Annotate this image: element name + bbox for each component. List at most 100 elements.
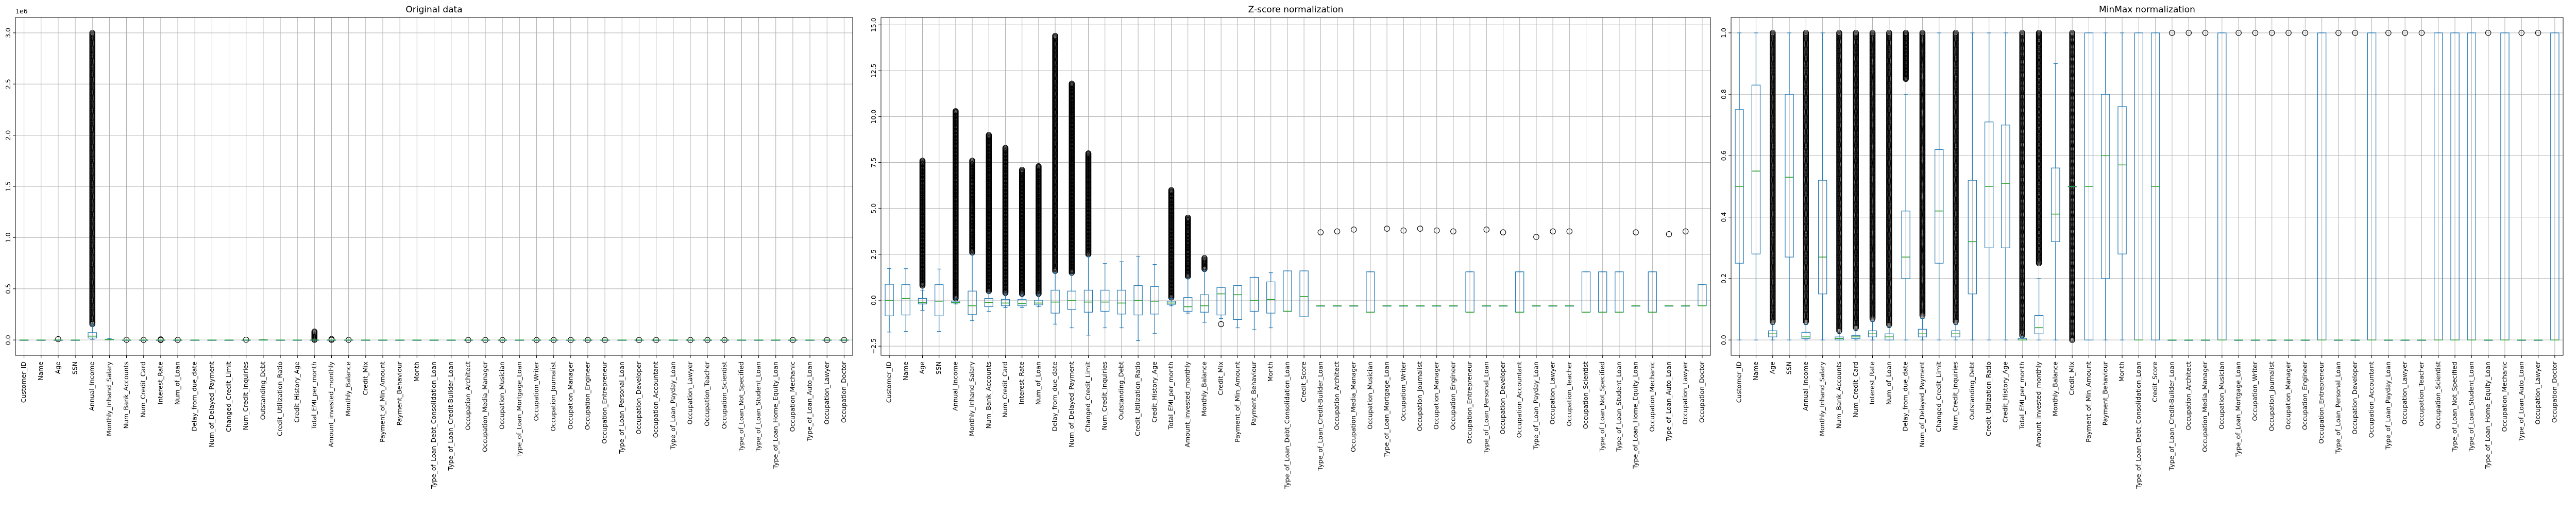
y-tick-label: 10.0 [870,110,877,124]
box-32 [1399,227,1408,307]
box-13 [1083,150,1093,336]
box-19 [327,336,336,343]
y-tick-label: 2.5 [870,249,877,260]
flier-point [1450,228,1456,235]
x-tick-label: Monthly_Inhand_Salary [968,361,976,436]
box-42 [720,337,730,343]
x-tick-label: Occupation_Accountant [1515,362,1523,438]
x-tick-label: Num_Credit_Inquiries [242,362,249,430]
x-tick-label: Occupation_Mechanic [2500,362,2508,432]
box-3 [918,158,927,311]
box-48 [1664,231,1674,307]
x-tick-label: Type_of_Loan_Debt_Consolidation_Loan [1283,362,1291,489]
box-29 [1349,227,1359,307]
box-20 [1200,255,1209,323]
box-49 [839,337,849,343]
box-iqr [901,284,910,316]
x-tick-label: Changed_Credit_Limit [1935,362,1942,432]
x-tick-label: Type_of_Loan_Credit-Builder_Loan [447,362,454,471]
x-tick-label: Occupation_Developer [635,361,642,434]
x-tick-label: Occupation_Doctor [1698,361,1705,423]
x-tick-label: Num_Credit_Inquiries [1952,362,1959,430]
flier-point [1317,229,1324,235]
x-tick-label: Occupation_Manager [2284,361,2292,430]
box-22 [1233,285,1242,329]
x-tick-label: Payment_Behaviour [396,361,403,425]
box-16 [1133,255,1143,341]
box-7 [122,337,131,343]
box-17 [1150,264,1159,334]
box-9 [1018,167,1027,308]
x-tick-label: Num_of_Delayed_Payment [1918,362,1926,448]
box-7 [984,132,993,312]
x-tick-label: Monthly_Balance [2051,362,2059,416]
x-tick-label: Occupation_Scientist [720,362,728,429]
x-tick-label: Occupation_Media_Manager [1349,361,1357,452]
box-7 [1835,30,1844,340]
x-tick-label: Monthly_Inhand_Salary [105,361,113,436]
x-tick-label: Occupation_Engineer [583,361,591,430]
box-41 [1548,228,1557,307]
x-tick-label: Type_of_Loan_Payday_Loan [669,362,676,450]
x-tick-label: Amount_invested_monthly [1183,361,1191,447]
box-47 [1648,271,1657,313]
x-tick-label: Type_of_Loan_Not_Specified [737,362,745,452]
y-tick-label: 0.2 [1720,273,1727,284]
flier-point [1500,229,1506,235]
y-tick-label: 0.6 [1720,150,1727,161]
y-tick-label: 3.0 [4,28,12,38]
box-iqr [1001,299,1010,306]
flier-point [1483,227,1490,233]
box-38 [651,337,661,343]
x-tick-label: Occupation_Lawyer [1549,361,1556,424]
x-tick-label: Occupation_Accountant [2367,362,2375,438]
x-tick-label: Type_of_Loan_Mortgage_Loan [2234,362,2242,457]
box-1 [885,268,894,333]
box-5 [1801,30,1811,340]
x-tick-label: Customer_ID [885,362,893,403]
x-tick-label: Occupation_Lawyer [686,361,693,424]
x-tick-label: Month [413,362,420,382]
box-21 [1216,287,1226,328]
box-15 [258,339,268,341]
flier-point [1350,227,1357,233]
flier-point [1036,163,1042,169]
x-tick-label: Occupation_Lawyer [2534,361,2541,424]
flier-point [89,30,95,36]
box-10 [1034,163,1043,307]
box-6 [1818,32,1827,340]
x-tick-label: Type_of_Loan_Home_Equity_Loan [2484,362,2492,469]
x-tick-label: Type_of_Loan_Payday_Loan [1532,362,1539,450]
box-3 [1768,30,1777,340]
x-tick-label: Credit_Utilization_Ratio [276,362,284,436]
box-9 [156,336,165,343]
flier-point [953,108,959,114]
x-tick-label: Occupation_Mechanic [1648,362,1656,432]
box-iqr [1785,94,1794,258]
flier-point [1184,214,1191,221]
flier-point [1633,229,1639,235]
x-tick-label: Occupation_Architect [2184,362,2192,430]
x-tick-label: Type_of_Loan_Personal_Loan [618,362,625,454]
box-iqr [1216,287,1226,316]
x-tick-label: Num_Credit_Card [1852,362,1859,418]
box-iqr [1083,289,1093,313]
box-20 [344,337,353,343]
x-tick-label: Total_EMI_per_month [310,362,318,430]
box-33 [566,337,575,343]
panel-1: Original data 0.0 0.5 1.0 1.5 2.0 2.5 3.0 Custom… [4,5,853,489]
box-44 [1598,271,1607,313]
box-14 [1100,263,1110,329]
box-iqr [1818,180,1827,295]
x-tick-label: Occupation_Journalist [2267,362,2275,432]
x-tick-label: Type_of_Loan_Auto_Loan [2517,362,2525,442]
box-5 [88,30,97,340]
x-tick-label: Occupation_Manager [1432,361,1440,430]
x-tick-label: Credit_Mix [1217,362,1225,396]
x-tick-label: Num_Bank_Accounts [122,362,130,428]
box-25 [1283,270,1292,312]
x-tick-label: Annual_Income [951,362,959,411]
box-32 [549,337,558,343]
box-iqr [1034,300,1043,305]
box-iqr [1233,285,1242,320]
